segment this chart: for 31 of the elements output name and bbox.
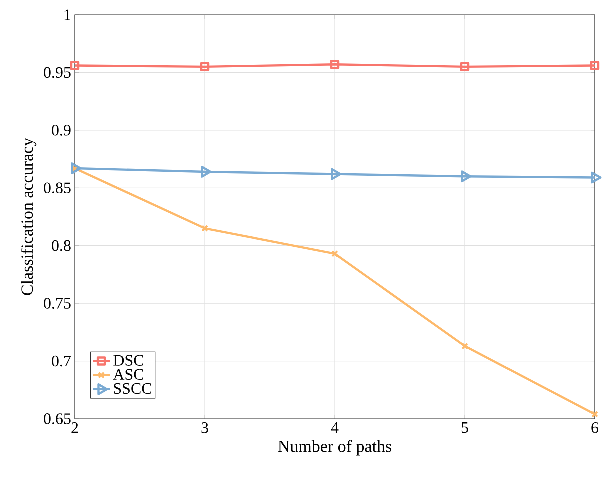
x-tick-label: 2 — [72, 422, 78, 434]
y-tick-label: 0.8 — [52, 240, 71, 252]
x-tick-label: 3 — [202, 422, 208, 434]
legend-label: ASC — [113, 369, 144, 380]
point — [462, 342, 468, 350]
y-tick-label: 1 — [64, 10, 71, 20]
y-tick-label: 0.9 — [52, 124, 71, 136]
x-tick-label: 6 — [592, 422, 599, 434]
point — [71, 162, 82, 174]
point — [200, 62, 210, 72]
y-tick-label: 0.95 — [44, 67, 71, 78]
point — [201, 166, 212, 178]
x-axis-title: Number of paths — [278, 440, 392, 456]
legend-label: DSC — [114, 355, 144, 366]
point — [330, 60, 340, 70]
point — [331, 168, 342, 180]
point — [460, 62, 470, 72]
y-tick-label: 0.7 — [52, 356, 72, 367]
point — [461, 170, 472, 183]
point — [70, 61, 80, 70]
legend-label: SSCC — [114, 383, 152, 394]
x-tick-label: 4 — [331, 422, 339, 434]
point — [202, 225, 208, 232]
y-tick-label: 0.75 — [44, 298, 71, 309]
point — [591, 172, 602, 184]
y-tick-label: 0.85 — [44, 182, 71, 194]
x-tick-label: 5 — [462, 422, 468, 434]
point — [332, 250, 338, 258]
y-axis-title: Classification accuracy — [20, 138, 37, 296]
point — [590, 61, 600, 70]
y-tick-label: 0.65 — [44, 414, 71, 424]
